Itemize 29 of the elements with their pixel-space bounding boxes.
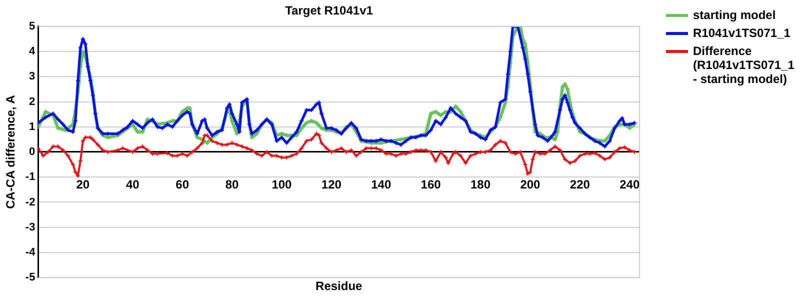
x-tick-label: 60 [176,178,190,192]
chart-title: Target R1041v1 [285,4,374,18]
legend-label: Difference (R1041v1TS071_1 - starting model) [693,44,796,86]
y-tick-label: -3 [25,221,36,234]
x-tick-label: 180 [470,178,491,192]
y-axis-title: CA-CA difference, A [4,94,18,209]
x-tick-label: 160 [420,178,442,192]
y-tick-label: -1 [25,171,36,184]
x-tick-label: 40 [126,178,140,192]
y-tick-label: 2 [29,96,36,108]
x-tick-label: 140 [371,178,392,192]
x-tick-label: 240 [620,178,640,192]
legend-label: R1041v1TS071_1 [693,26,790,40]
y-tick-label: 4 [29,46,36,58]
x-tick-label: 200 [520,178,541,192]
legend-label: starting model [693,8,776,22]
y-tick-label: -5 [25,272,36,284]
x-tick-label: 120 [321,178,342,192]
x-tick-label: 80 [225,178,240,192]
y-tick-label: 0 [29,146,36,158]
y-tick-label: -4 [25,246,36,259]
x-tick-label: 20 [76,178,90,192]
x-tick-label: 220 [570,178,590,192]
y-tick-label: 5 [29,20,36,32]
x-tick-label: 100 [272,178,292,192]
y-tick-label: 1 [29,120,36,133]
x-axis-title: Residue [316,279,363,294]
y-tick-label: -2 [25,196,36,208]
y-tick-label: 3 [29,70,36,83]
